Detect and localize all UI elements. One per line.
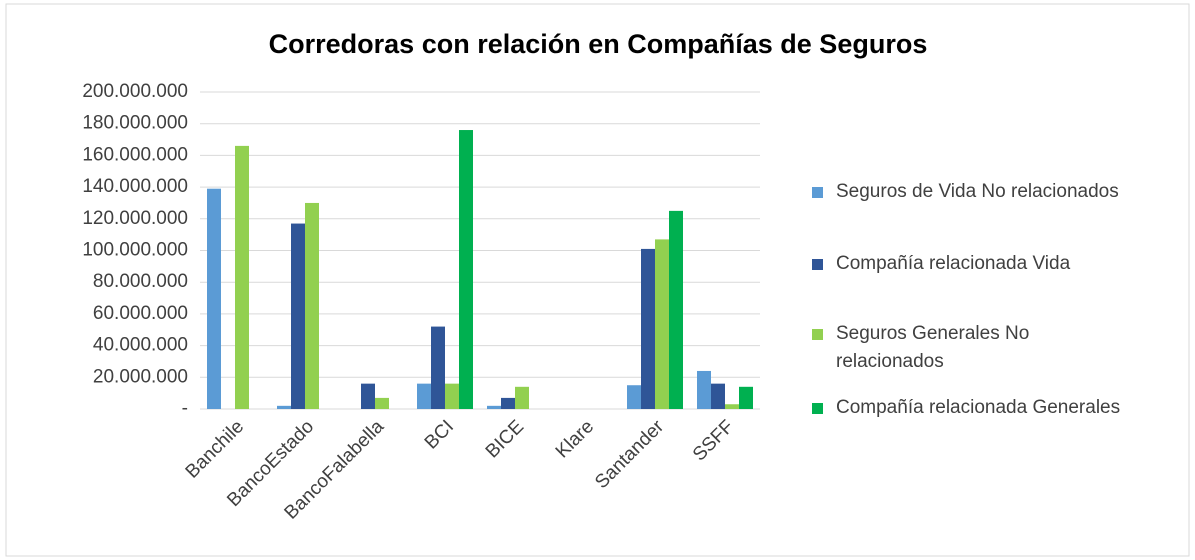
bar [417, 383, 431, 409]
legend-swatch [812, 403, 823, 414]
y-tick-label: 160.000.000 [82, 144, 188, 165]
y-tick-label: 20.000.000 [93, 366, 188, 387]
y-tick-label: 180.000.000 [82, 113, 188, 134]
legend-item: Compañía relacionada Generales [812, 394, 1142, 422]
y-tick-label: 100.000.000 [82, 240, 188, 261]
legend-label: Compañía relacionada Generales [836, 397, 1121, 418]
chart-title: Corredoras con relación en Compañías de … [269, 29, 928, 59]
bar [375, 397, 389, 409]
legend-item: Compañía relacionada Vida [812, 250, 1142, 278]
legend-label: Seguros de Vida No relacionados [836, 181, 1119, 202]
legend-swatch [812, 259, 823, 270]
bar [501, 397, 515, 409]
bar [487, 405, 501, 409]
bar [697, 370, 711, 409]
bar [669, 210, 683, 409]
bar [627, 385, 641, 409]
legend-label: Seguros Generales No relacionados [836, 323, 1030, 372]
bar [445, 383, 459, 409]
y-tick-label: 60.000.000 [93, 303, 188, 324]
bar [725, 404, 739, 409]
bar [291, 223, 305, 409]
bar [641, 248, 655, 409]
y-tick-label: 80.000.000 [93, 271, 188, 292]
y-tick-label: - [182, 398, 188, 419]
legend-swatch [812, 329, 823, 340]
y-tick-label: 140.000.000 [82, 176, 188, 197]
legend-label: Compañía relacionada Vida [836, 253, 1071, 274]
y-tick-label: 40.000.000 [93, 335, 188, 356]
bar [655, 239, 669, 409]
bar [431, 326, 445, 409]
bar [207, 188, 221, 409]
bar [305, 202, 319, 409]
bar [235, 145, 249, 409]
y-tick-label: 120.000.000 [82, 208, 188, 229]
bar [361, 383, 375, 409]
bar [459, 130, 473, 410]
legend-swatch [812, 187, 823, 198]
bar [739, 386, 753, 409]
legend-item: Seguros de Vida No relacionados [812, 178, 1142, 206]
y-tick-label: 200.000.000 [82, 81, 188, 102]
bar [711, 383, 725, 409]
chart-border [5, 3, 1190, 557]
legend-item: Seguros Generales No relacionados [812, 320, 1142, 376]
bar [515, 386, 529, 409]
bar [277, 405, 291, 409]
